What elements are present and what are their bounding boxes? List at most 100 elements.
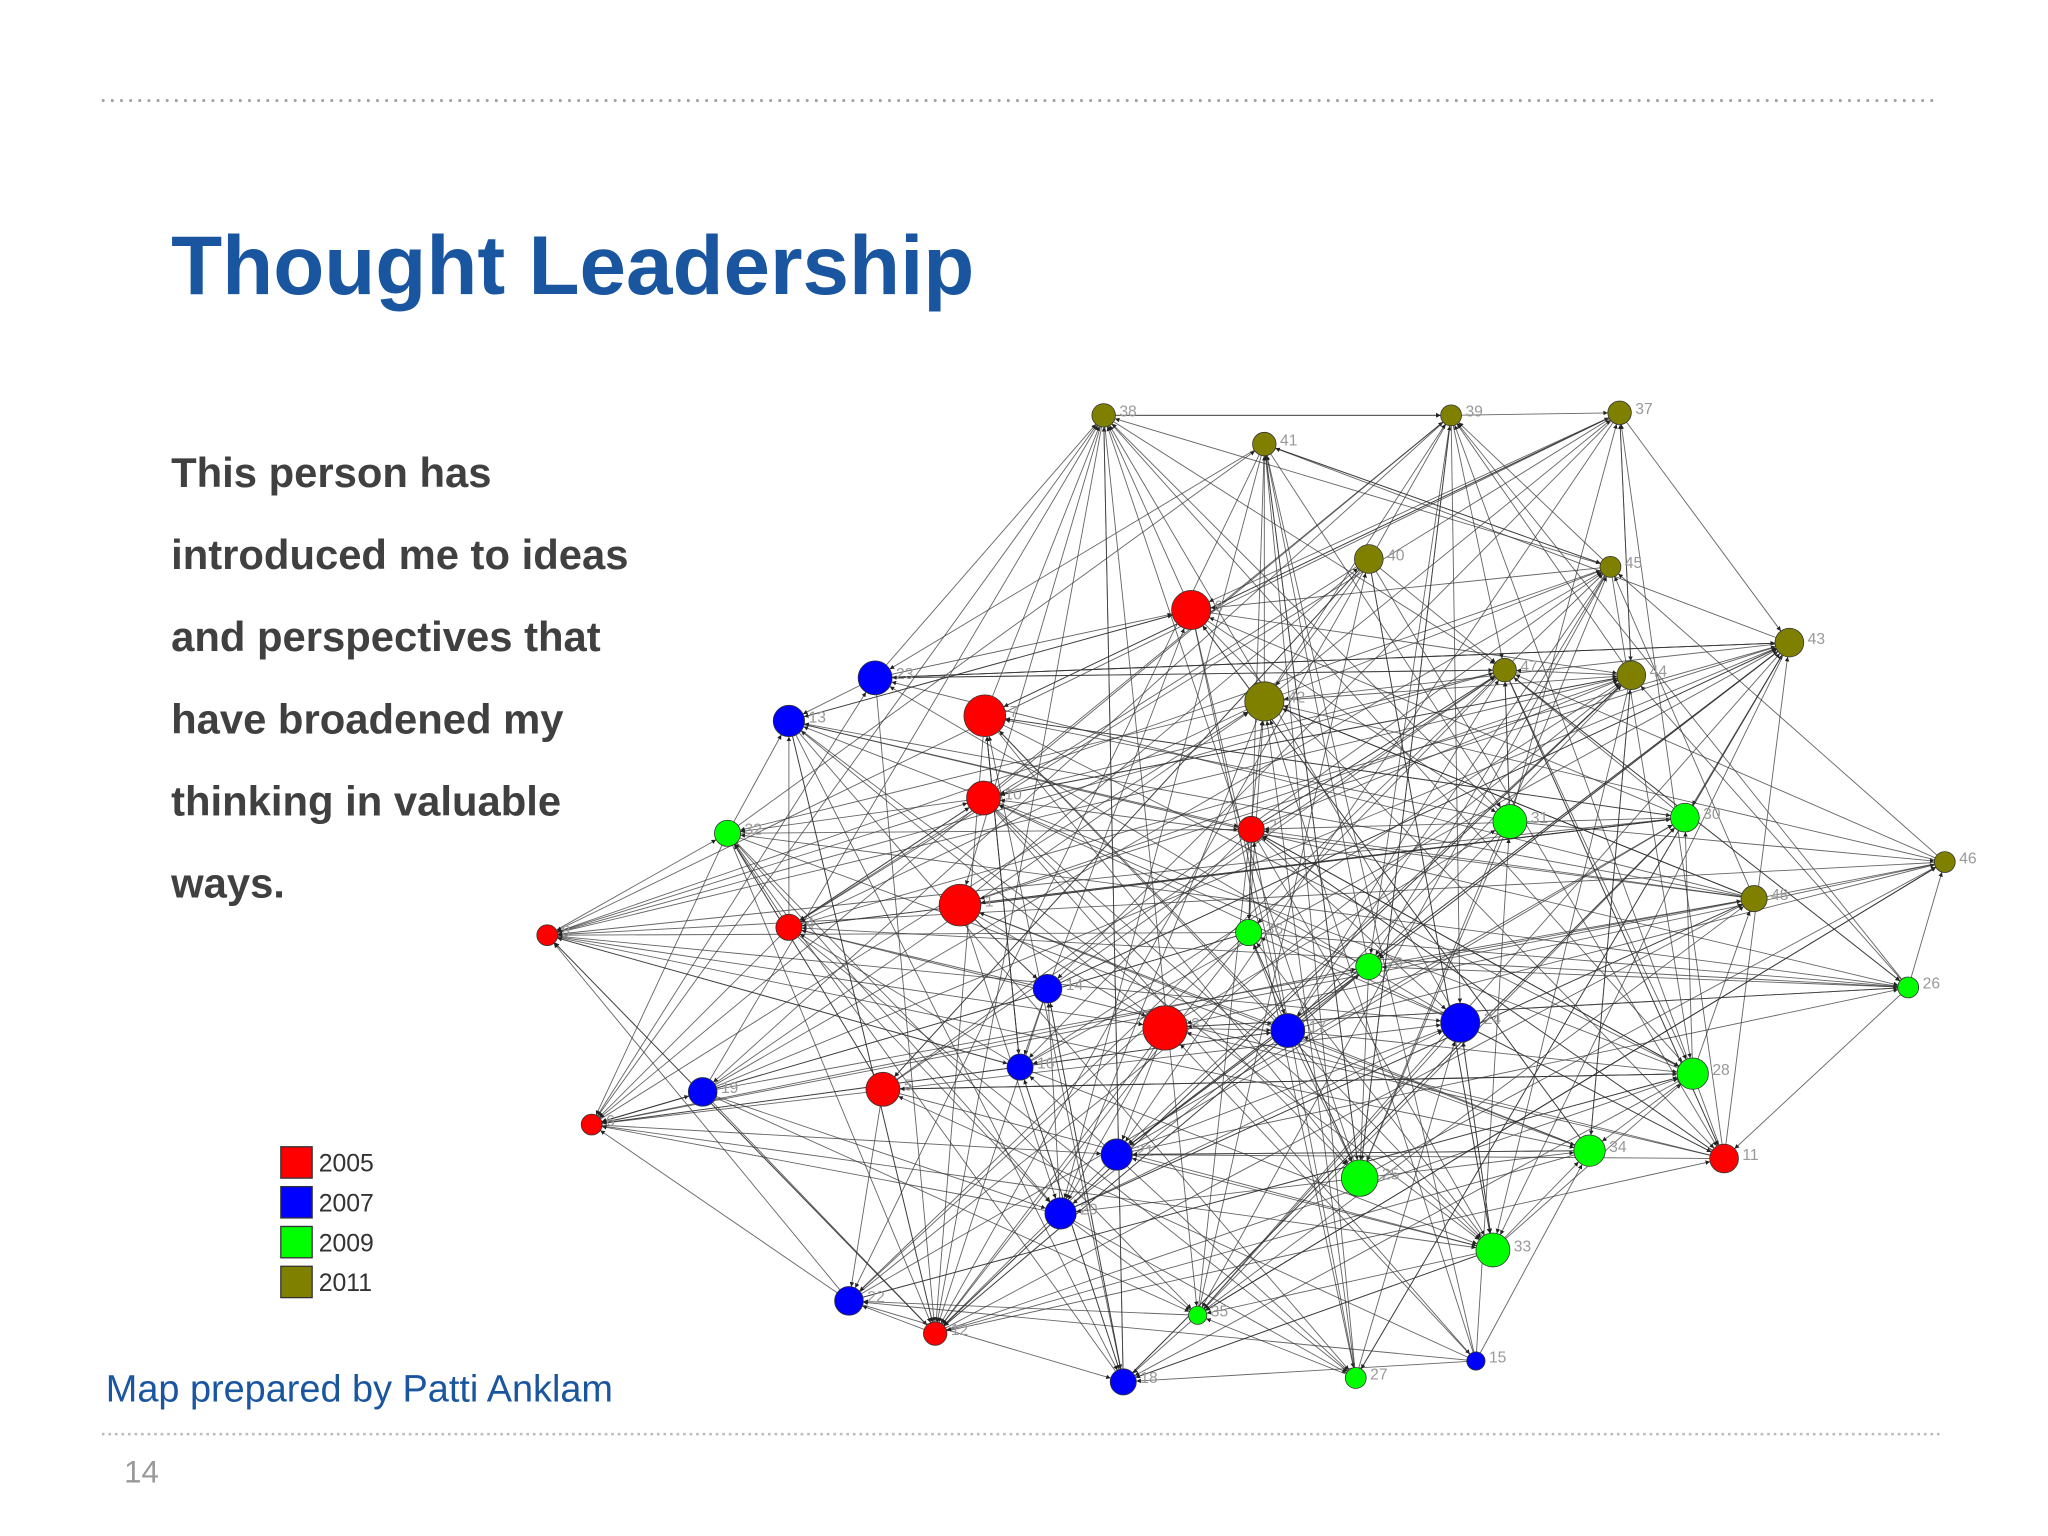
edge [1475,838,1511,1362]
edge [874,423,1097,679]
edge [1197,906,1744,1316]
node-label: 33 [1514,1238,1532,1255]
edge [734,843,790,928]
edge [946,1150,1590,1332]
edge [1619,424,1725,1159]
edge [863,1299,1198,1316]
node-label: 12 [951,1322,968,1339]
legend-swatch [280,1265,313,1299]
edge [1265,720,1357,1379]
edge [1461,1042,1494,1251]
edge [1067,1027,1166,1200]
node [1599,556,1622,578]
legend-label: 2007 [319,1190,374,1217]
edge [1057,412,1620,979]
node-label: 30 [1703,806,1721,823]
edge [591,1124,1102,1156]
edge [998,804,1369,967]
node-label: 27 [1370,1366,1387,1383]
node [1466,1351,1486,1371]
edge [740,700,1265,832]
edge [1206,1249,1493,1315]
edge [1450,415,1504,659]
edge [1116,650,1779,1155]
edge [727,832,1192,1310]
edge [1275,447,1790,644]
edge [1460,1022,1712,1153]
node-label: 48 [1771,887,1789,904]
edge [1360,415,1452,1161]
node-label: 13 [808,709,826,726]
title: Thought Leadership [171,218,974,312]
edge [935,1160,1711,1334]
edge [1134,1073,1693,1377]
edge [1253,944,1361,1179]
edge [1256,942,1494,1251]
node [1492,657,1517,683]
node-label: 35 [1211,1304,1229,1321]
edge [553,942,850,1302]
edge [1179,1043,1477,1362]
legend-swatch [280,1225,313,1259]
edge [1368,558,1496,663]
edge [800,730,1166,1029]
edge [1269,719,1477,1362]
edge [702,1091,928,1326]
edge [1129,966,1370,1146]
edge [1065,701,1265,1199]
legend-label: 2011 [319,1270,372,1297]
edge [863,1300,1476,1362]
node [1709,1143,1739,1174]
edge [1190,609,1355,1368]
edge [1263,444,1359,1161]
edge [1103,415,1199,1307]
edge [702,647,1777,1093]
edge [1640,685,1909,988]
node [1252,431,1277,457]
edge [1046,1003,1062,1214]
edge [801,929,1725,1159]
edge [1458,422,1611,568]
edge [1264,570,1601,702]
node-label: 10 [1004,786,1022,803]
edge [1264,674,1618,702]
edge [1355,1041,1456,1379]
edge [1454,424,1725,1159]
edge [1116,988,1899,1156]
node [687,1077,718,1107]
edge [1287,863,1935,1031]
edge [1381,964,1909,988]
legend-label: 2005 [319,1151,374,1178]
node-label: 29 [1386,955,1403,972]
node-label: 5 [904,1078,913,1095]
edge [1360,642,1790,1370]
node-label: 40 [1387,547,1405,564]
edge [1457,423,1909,988]
edge [1060,903,1743,1214]
edge [557,817,1685,936]
edge [1203,817,1686,1310]
page-number: 14 [124,1454,159,1489]
edge [1368,558,1718,1147]
edge [1186,861,1945,1025]
edge [1197,653,1781,1316]
node-label: 39 [1465,404,1482,421]
edge [1190,609,1496,813]
edge [934,904,1743,1334]
edge [862,1305,936,1334]
edge [848,824,1673,1302]
edge [984,715,1482,1238]
edge [727,833,1051,1202]
legend-label: 2009 [319,1230,374,1257]
edge [595,833,728,1116]
node [1670,802,1700,833]
edge [1282,708,1755,900]
edge [892,669,1505,680]
node [1492,804,1528,839]
edge [1287,679,1499,1031]
credit: Map prepared by Patti Anklam [106,1368,613,1410]
edge [1210,566,1611,610]
edge [1101,427,1124,1382]
edge [547,677,1618,936]
